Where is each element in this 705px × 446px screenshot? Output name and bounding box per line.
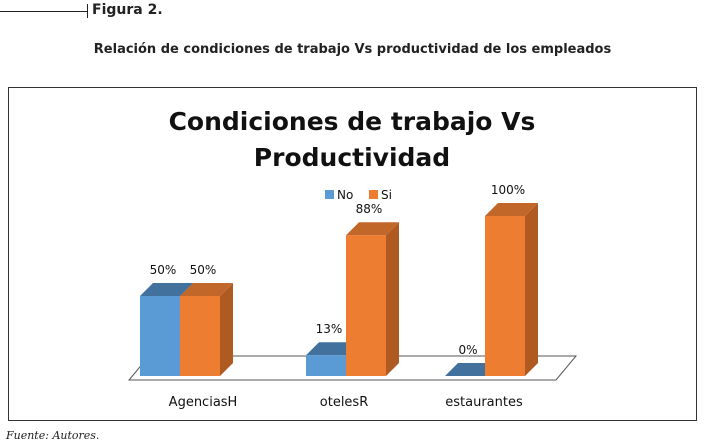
figure-label: Figura 2. <box>92 2 163 18</box>
legend-swatch-no <box>325 190 334 199</box>
bar-side-si-0 <box>220 283 233 376</box>
data-label-no-1: 13% <box>316 322 343 336</box>
data-label-si-1: 88% <box>356 202 383 216</box>
chart-title: Condiciones de trabajo Vs Productividad <box>169 107 536 172</box>
bar-front-no-1 <box>306 355 346 376</box>
data-label-no-2: 0% <box>458 343 477 357</box>
bar-no-2 <box>445 363 498 376</box>
source-note: Fuente: Autores. <box>6 429 100 442</box>
category-label-2: estaurantes <box>445 395 523 410</box>
chart-title-line-2: Productividad <box>254 143 450 172</box>
bar-si-0 <box>180 283 233 376</box>
category-label-1: otelesR <box>320 395 368 410</box>
bar-front-si-0 <box>180 296 220 376</box>
data-label-si-0: 50% <box>190 263 217 277</box>
legend-label-no: No <box>337 188 353 202</box>
bar-side-si-1 <box>386 222 399 376</box>
bar-top-si-2 <box>485 203 538 216</box>
figure-caption: Relación de condiciones de trabajo Vs pr… <box>93 42 612 57</box>
chart-title-line-1: Condiciones de trabajo Vs <box>169 107 536 136</box>
bar-top-no-0 <box>140 283 193 296</box>
data-label-no-0: 50% <box>150 263 177 277</box>
bar-front-no-0 <box>140 296 180 376</box>
figure-rule-tick <box>87 4 88 18</box>
bar-chart: Condiciones de trabajo Vs Productividad N… <box>127 107 578 410</box>
bar-side-si-2 <box>525 203 538 376</box>
figure-rule <box>0 11 88 12</box>
bar-si-1 <box>346 222 399 376</box>
bar-top-no-2 <box>445 363 498 376</box>
chart-frame: Condiciones de trabajo Vs Productividad N… <box>8 87 697 421</box>
category-label-0: AgenciasH <box>169 395 238 410</box>
bar-si-2 <box>485 203 538 376</box>
bar-top-si-1 <box>346 222 399 236</box>
chart-bars <box>140 203 538 376</box>
bar-front-si-1 <box>346 235 386 376</box>
data-label-si-2: 100% <box>491 183 525 197</box>
chart-legend: No Si <box>325 188 392 202</box>
bar-top-no-1 <box>306 342 359 356</box>
legend-swatch-si <box>369 190 378 199</box>
chart-category-labels: AgenciasH otelesR estaurantes <box>169 395 523 410</box>
chart-data-labels: 50% 50% 13% 88% 0% 100% <box>150 183 525 357</box>
legend-label-si: Si <box>381 188 392 202</box>
bar-front-si-2 <box>485 216 525 376</box>
bar-top-si-0 <box>180 283 233 296</box>
